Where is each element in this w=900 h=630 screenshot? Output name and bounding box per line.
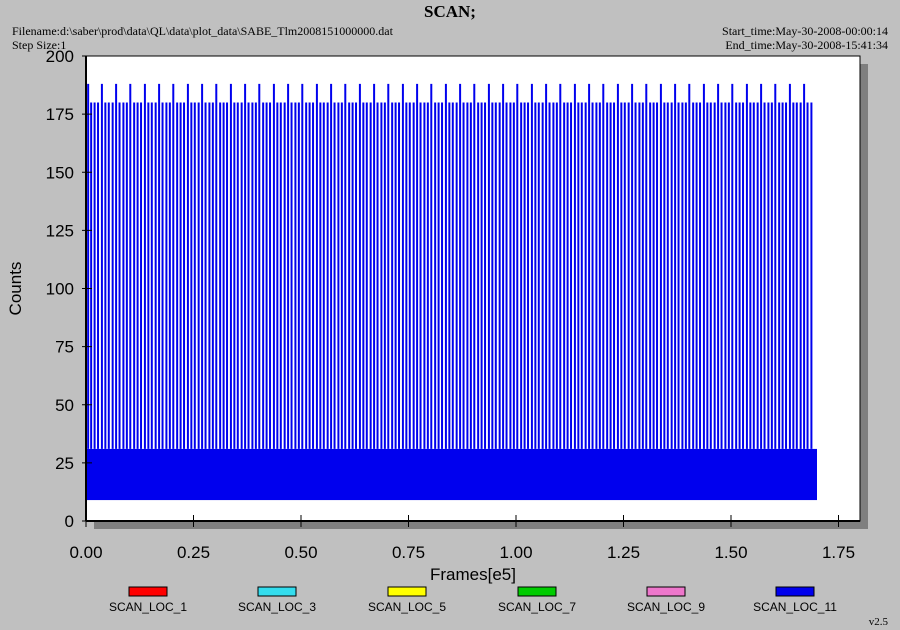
legend-label: SCAN_LOC_3 [238,600,316,614]
y-tick-label: 50 [55,396,74,415]
x-tick-label: 0.75 [392,543,425,562]
x-tick-label: 1.25 [607,543,640,562]
y-tick-label: 0 [65,512,74,531]
end-time-label: End_time:May-30-2008-15:41:34 [725,38,888,52]
plot-area [85,55,861,522]
y-tick-label: 125 [46,221,74,240]
axis-layer: 0 25 50 75 100 125 150 175 200 0.00 0.25 0.50 0.75 1.… [46,47,860,562]
legend-swatch [128,586,168,597]
x-axis-title: Frames[e5] [430,565,516,584]
legend-swatch [387,586,427,597]
version-label: v2.5 [868,616,888,628]
y-tick-label: 25 [55,454,74,473]
legend-label: SCAN_LOC_7 [498,600,576,614]
legend-label: SCAN_LOC_5 [368,600,446,614]
series-layer [86,83,817,501]
filename-label: Filename:d:\saber\prod\data\QL\data\plot… [12,24,393,38]
x-tick-label: 0.50 [284,543,317,562]
y-tick-label: 175 [46,105,74,124]
legend-swatch [257,586,297,597]
legend-label: SCAN_LOC_11 [753,600,837,614]
legend-label: SCAN_LOC_9 [627,600,705,614]
chart-title: SCAN; [424,2,476,21]
y-tick-label: 150 [46,163,74,182]
y-tick-label: 100 [46,280,74,299]
legend-swatch [775,586,815,597]
x-tick-label: 1.75 [822,543,855,562]
start-time-label: Start_time:May-30-2008-00:00:14 [722,24,888,38]
legend: SCAN_LOC_1 SCAN_LOC_3 SCAN_LOC_5 SCAN_LOC_7… [109,586,837,614]
step-size-label: Step Size:1 [12,38,67,52]
y-axis-title: Counts [6,262,25,316]
y-tick-label: 200 [46,47,74,66]
x-tick-label: 1.00 [499,543,532,562]
series-band-scan-loc-11 [86,448,817,501]
legend-swatch [646,586,686,597]
x-tick-label: 1.50 [714,543,747,562]
legend-swatch [517,586,557,597]
x-tick-label: 0.00 [69,543,102,562]
y-tick-label: 75 [55,338,74,357]
x-tick-label: 0.25 [177,543,210,562]
legend-label: SCAN_LOC_1 [109,600,187,614]
